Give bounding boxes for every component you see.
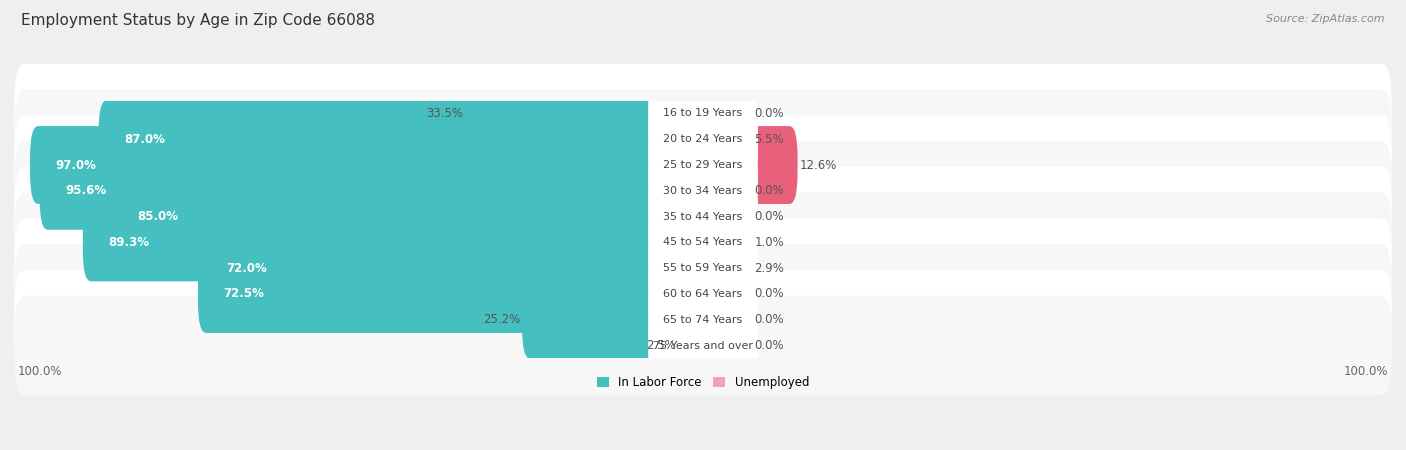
Text: 20 to 24 Years: 20 to 24 Years xyxy=(664,134,742,144)
Text: 65 to 74 Years: 65 to 74 Years xyxy=(664,315,742,325)
FancyBboxPatch shape xyxy=(695,229,731,307)
FancyBboxPatch shape xyxy=(14,270,1392,369)
Text: Source: ZipAtlas.com: Source: ZipAtlas.com xyxy=(1267,14,1385,23)
Text: 100.0%: 100.0% xyxy=(18,365,62,378)
Text: 85.0%: 85.0% xyxy=(138,210,179,223)
FancyBboxPatch shape xyxy=(14,167,1392,266)
FancyBboxPatch shape xyxy=(695,306,752,384)
Text: 75 Years and over: 75 Years and over xyxy=(652,341,754,351)
FancyBboxPatch shape xyxy=(695,100,749,178)
Text: 12.6%: 12.6% xyxy=(800,158,837,171)
Text: 2.5%: 2.5% xyxy=(645,339,676,352)
FancyBboxPatch shape xyxy=(678,306,711,384)
FancyBboxPatch shape xyxy=(14,244,1392,344)
Text: 72.5%: 72.5% xyxy=(224,288,264,301)
Text: 60 to 64 Years: 60 to 64 Years xyxy=(664,289,742,299)
FancyBboxPatch shape xyxy=(198,255,711,333)
FancyBboxPatch shape xyxy=(648,300,758,391)
FancyBboxPatch shape xyxy=(112,178,711,256)
FancyBboxPatch shape xyxy=(39,152,711,230)
FancyBboxPatch shape xyxy=(14,141,1392,241)
FancyBboxPatch shape xyxy=(648,274,758,365)
Text: 95.6%: 95.6% xyxy=(65,184,105,197)
FancyBboxPatch shape xyxy=(14,296,1392,396)
Text: Employment Status by Age in Zip Code 66088: Employment Status by Age in Zip Code 660… xyxy=(21,14,375,28)
FancyBboxPatch shape xyxy=(14,90,1392,189)
Text: 100.0%: 100.0% xyxy=(1344,365,1388,378)
FancyBboxPatch shape xyxy=(14,63,1392,163)
Legend: In Labor Force, Unemployed: In Labor Force, Unemployed xyxy=(592,371,814,394)
FancyBboxPatch shape xyxy=(14,193,1392,292)
Text: 33.5%: 33.5% xyxy=(426,107,463,120)
FancyBboxPatch shape xyxy=(201,229,711,307)
Text: 16 to 19 Years: 16 to 19 Years xyxy=(664,108,742,118)
FancyBboxPatch shape xyxy=(648,248,758,339)
FancyBboxPatch shape xyxy=(695,255,752,333)
Text: 87.0%: 87.0% xyxy=(124,133,165,146)
FancyBboxPatch shape xyxy=(648,197,758,288)
Text: 89.3%: 89.3% xyxy=(108,236,149,249)
Text: 2.9%: 2.9% xyxy=(755,262,785,274)
FancyBboxPatch shape xyxy=(695,178,752,256)
FancyBboxPatch shape xyxy=(648,223,758,314)
FancyBboxPatch shape xyxy=(695,152,752,230)
FancyBboxPatch shape xyxy=(648,145,758,236)
Text: 35 to 44 Years: 35 to 44 Years xyxy=(664,212,742,221)
FancyBboxPatch shape xyxy=(30,126,711,204)
FancyBboxPatch shape xyxy=(695,75,752,153)
Text: 25.2%: 25.2% xyxy=(482,313,520,326)
Text: 0.0%: 0.0% xyxy=(755,107,785,120)
Text: 30 to 34 Years: 30 to 34 Years xyxy=(664,186,742,196)
Text: 1.0%: 1.0% xyxy=(755,236,785,249)
Text: 0.0%: 0.0% xyxy=(755,210,785,223)
FancyBboxPatch shape xyxy=(14,218,1392,318)
Text: 0.0%: 0.0% xyxy=(755,184,785,197)
FancyBboxPatch shape xyxy=(83,203,711,281)
FancyBboxPatch shape xyxy=(695,203,718,281)
Text: 0.0%: 0.0% xyxy=(755,313,785,326)
Text: 0.0%: 0.0% xyxy=(755,339,785,352)
FancyBboxPatch shape xyxy=(648,120,758,211)
FancyBboxPatch shape xyxy=(648,171,758,262)
FancyBboxPatch shape xyxy=(648,94,758,184)
FancyBboxPatch shape xyxy=(695,281,752,359)
FancyBboxPatch shape xyxy=(648,68,758,159)
Text: 55 to 59 Years: 55 to 59 Years xyxy=(664,263,742,273)
Text: 25 to 29 Years: 25 to 29 Years xyxy=(664,160,742,170)
Text: 5.5%: 5.5% xyxy=(755,133,785,146)
FancyBboxPatch shape xyxy=(98,100,711,178)
Text: 97.0%: 97.0% xyxy=(55,158,96,171)
FancyBboxPatch shape xyxy=(695,126,797,204)
Text: 0.0%: 0.0% xyxy=(755,288,785,301)
Text: 45 to 54 Years: 45 to 54 Years xyxy=(664,238,742,248)
FancyBboxPatch shape xyxy=(14,115,1392,215)
Text: 72.0%: 72.0% xyxy=(226,262,267,274)
FancyBboxPatch shape xyxy=(522,281,711,359)
FancyBboxPatch shape xyxy=(465,75,711,153)
